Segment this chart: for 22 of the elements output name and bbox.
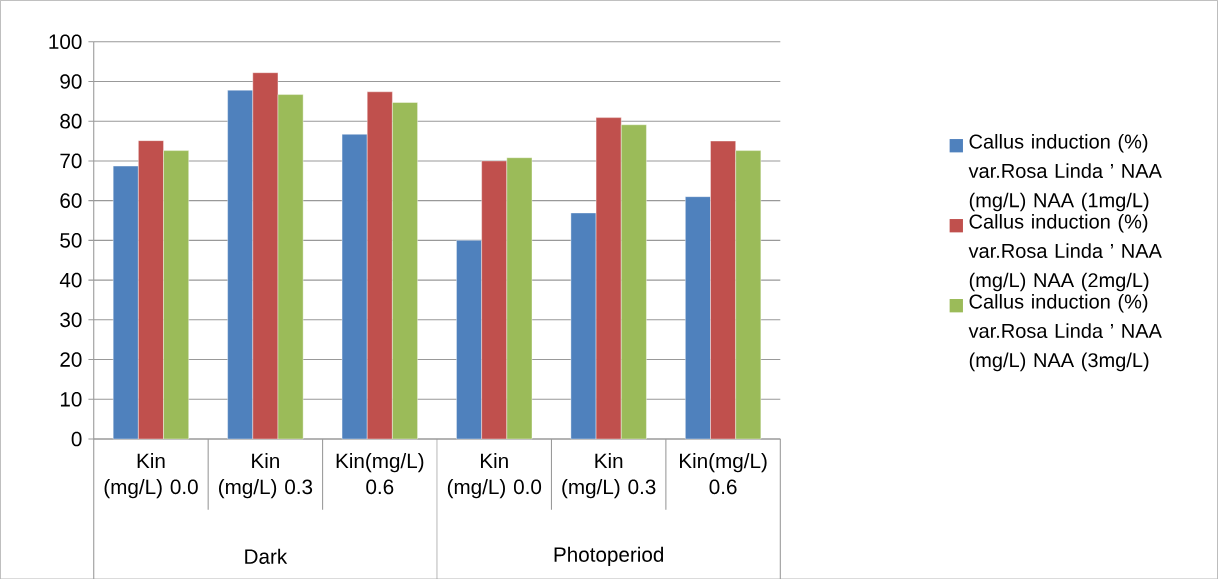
x-tick-label: Kin (mg/L) 0.0 <box>104 452 198 499</box>
x-tick-label: Kin (mg/L) 0.3 <box>562 452 656 499</box>
y-tick-label: 50 <box>60 232 82 248</box>
x-tick-label: Kin (mg/L) 0.0 <box>447 452 542 499</box>
legend-label: Callus induction (%) var.Rosa Linda ’ NAA (mg/L) NAA (1mg/L) <box>968 133 1162 212</box>
y-tick-label: 10 <box>60 391 82 407</box>
y-tick-label: 100 <box>49 34 82 49</box>
y-tick-label: 30 <box>60 312 82 327</box>
legend-label: Callus induction (%) var.Rosa Linda ’ NAA (mg/L) NAA (2mg/L) <box>968 213 1162 292</box>
y-tick-label: 80 <box>60 113 82 129</box>
y-tick-label: 40 <box>59 272 82 288</box>
x-tick-label: Kin(mg/L) 0.6 <box>680 452 767 495</box>
y-tick-label: 60 <box>60 193 82 208</box>
legend-label: Callus induction (%) var.Rosa Linda ’ NAA (mg/L) NAA (3mg/L) <box>968 293 1162 372</box>
y-tick-label: 0 <box>71 431 82 447</box>
text: Dark <box>245 548 288 564</box>
y-tick-label: 70 <box>60 153 82 169</box>
x-tick-label: Kin (mg/L) 0.3 <box>219 452 313 499</box>
y-tick-label: 90 <box>60 73 82 89</box>
text: Photoperiod <box>554 546 664 566</box>
x-tick-label: Kin(mg/L) 0.6 <box>336 452 424 495</box>
y-tick-label: 20 <box>60 352 82 367</box>
